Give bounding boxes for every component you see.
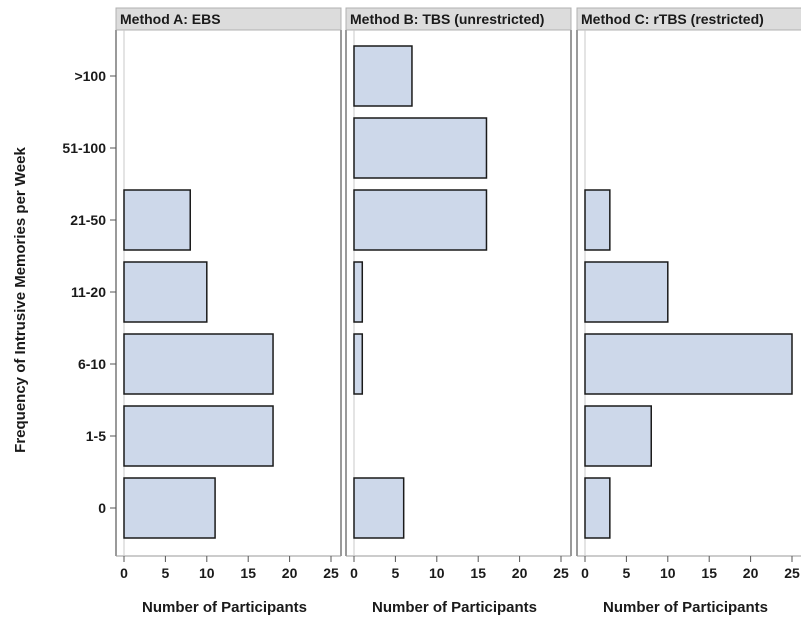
x-tick-label: 15: [240, 565, 256, 581]
x-tick-label: 20: [282, 565, 298, 581]
panel-strip: [345, 7, 572, 31]
panel: Method C: rTBS (restricted) 0 5 10 15 20 25 Num…: [576, 7, 801, 616]
bar-6-10: [353, 333, 364, 395]
x-tick-label: 0: [120, 565, 128, 581]
panel-strip: [115, 7, 342, 31]
x-tick-label: 10: [199, 565, 215, 581]
bar-1-5: [123, 405, 274, 467]
panel-title: Method A: EBS: [120, 11, 221, 27]
panel: Method A: EBS 0 5 10 15 20 25 Number of Partici…: [115, 7, 342, 616]
bar--100: [353, 45, 413, 107]
x-tick-label: 20: [743, 565, 759, 581]
bar-0: [353, 477, 405, 539]
bar-51-100: [353, 117, 488, 179]
x-tick-label: 15: [470, 565, 486, 581]
bar-11-20: [584, 261, 669, 323]
bar-6-10: [123, 333, 274, 395]
bar-11-20: [353, 261, 364, 323]
x-tick-label: 5: [392, 565, 400, 581]
bar-11-20: [123, 261, 208, 323]
y-tick-label: 51-100: [62, 140, 106, 156]
x-tick-label: 5: [162, 565, 170, 581]
bar-21-50: [123, 189, 191, 251]
y-tick-label: 1-5: [86, 428, 106, 444]
x-tick-label: 10: [660, 565, 676, 581]
panel-title: Method C: rTBS (restricted): [581, 11, 764, 27]
panel-title: Method B: TBS (unrestricted): [350, 11, 544, 27]
bar-6-10: [584, 333, 793, 395]
bar-0: [123, 477, 216, 539]
x-tick-label: 15: [701, 565, 717, 581]
x-tick-label: 25: [553, 565, 569, 581]
bar-21-50: [353, 189, 488, 251]
bar-21-50: [584, 189, 611, 251]
x-tick-label: 25: [784, 565, 800, 581]
x-tick-label: 0: [350, 565, 358, 581]
panel: Method B: TBS (unrestricted) 0 5 10 15 20 25 Nu…: [345, 7, 572, 616]
y-tick-label: 11-20: [71, 284, 106, 300]
x-tick-label: 25: [323, 565, 339, 581]
bar-1-5: [584, 405, 652, 467]
y-tick-label: 0: [98, 500, 106, 516]
x-tick-label: 5: [623, 565, 631, 581]
panels-layer: Method A: EBS 0 5 10 15 20 25 Number of Partici…: [115, 7, 801, 616]
y-tick-label: >100: [74, 68, 106, 84]
x-tick-label: 10: [429, 565, 445, 581]
x-tick-label: 20: [512, 565, 528, 581]
y-tick-label: 21-50: [70, 212, 106, 228]
y-tick-label: 6-10: [78, 356, 106, 372]
y-axis: 0 1-5 6-10 11-20 21-50 51-100 >100: [62, 68, 116, 516]
x-axis-title: Number of Participants: [142, 599, 307, 616]
y-axis-title: Frequency of Intrusive Memories per Week: [12, 147, 29, 453]
x-axis-title: Number of Participants: [372, 599, 537, 616]
x-axis-title: Number of Participants: [603, 599, 768, 616]
x-tick-label: 0: [581, 565, 589, 581]
bar-0: [584, 477, 611, 539]
panel-strip: [576, 7, 801, 31]
